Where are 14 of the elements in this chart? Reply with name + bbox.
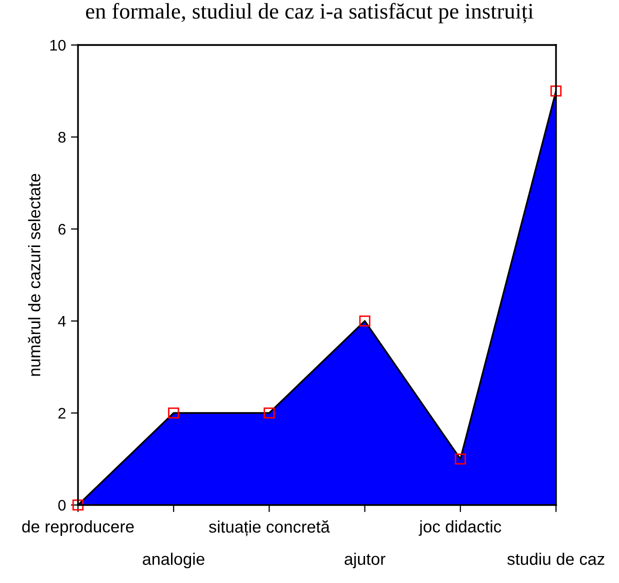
chart-title: en formale, studiul de caz i-a satisfăcut pe instruiți [86,2,534,24]
y-tick-label: 10 [50,40,66,51]
x-tick-label: analogie [142,552,204,568]
x-tick-label: situație concretă [208,520,330,536]
x-tick-label: de reproducere [22,520,134,536]
y-axis-title: numărul de cazuri selectate [28,174,40,376]
x-tick-label: studiu de caz [507,552,604,565]
y-tick-label: 6 [58,224,66,235]
y-tick-label: 4 [58,316,66,327]
x-tick-label: joc didactic [418,520,502,536]
y-tick-label: 0 [58,500,66,511]
y-tick-label: 8 [58,132,66,143]
x-tick-label: ajutor [344,552,386,568]
y-tick-label: 2 [58,408,66,419]
